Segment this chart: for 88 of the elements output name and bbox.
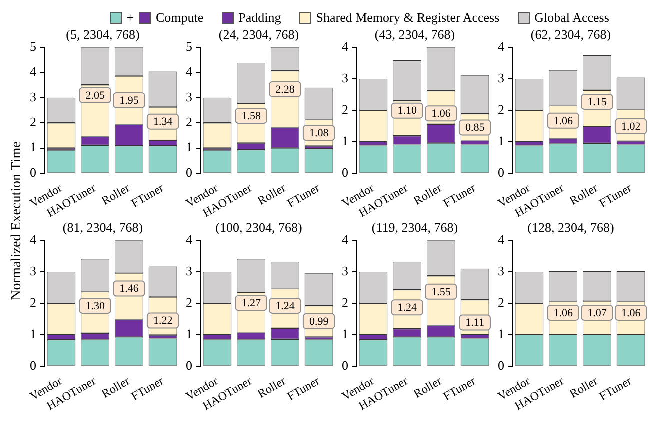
y-tick-label: 1 [342, 133, 348, 148]
chart-title: (24, 2304, 768) [218, 27, 300, 42]
y-tick-label: 2 [498, 102, 504, 117]
y-tick-label: 3 [342, 70, 348, 86]
y-tick-label: 1 [30, 140, 36, 155]
chart-title: (43, 2304, 768) [374, 27, 456, 42]
y-tick-label: 2 [186, 294, 192, 310]
y-tick-label: 3 [186, 263, 192, 278]
y-tick-label: 4 [498, 232, 505, 248]
annotation: 2.28 [276, 84, 296, 96]
y-tick-label: 2 [186, 114, 192, 130]
legend-title: + [126, 10, 134, 26]
annotation: 1.06 [621, 307, 642, 320]
y-tick-label: 3 [30, 89, 36, 104]
y-axis-title: Normalized Execution Time [9, 142, 25, 300]
annotation: 1.06 [432, 108, 452, 120]
legend-label: Padding [238, 10, 282, 26]
y-tick-label: 0 [498, 358, 504, 373]
y-tick-label: 0 [30, 164, 36, 180]
annotation: 1.10 [398, 105, 418, 118]
legend-label: Shared Memory & Register Access [316, 10, 500, 26]
chart-title: (128, 2304, 768) [528, 220, 614, 236]
annotation: 1.11 [466, 317, 484, 330]
chart-title: (5, 2304, 768) [66, 27, 140, 42]
y-tick-label: 2 [498, 294, 504, 310]
y-tick-label: 1 [186, 140, 192, 155]
y-tick-label: 3 [498, 70, 504, 86]
annotation: 1.08 [309, 128, 330, 140]
y-tick-label: 2 [342, 102, 348, 117]
y-tick-label: 4 [30, 64, 37, 80]
y-tick-label: 3 [498, 263, 504, 278]
annotation: 1.27 [242, 298, 262, 310]
annotation: 1.55 [432, 286, 452, 298]
x-tick-label: Roller [567, 374, 600, 401]
y-tick-label: 0 [342, 164, 348, 180]
legend-label: Global Access [534, 10, 610, 26]
y-tick-label: 1 [498, 326, 504, 342]
annotation: 2.05 [86, 90, 106, 102]
y-tick-label: 0 [186, 164, 192, 180]
annotation: 1.58 [242, 110, 262, 122]
y-tick-label: 4 [186, 232, 193, 248]
annotation: 1.07 [588, 307, 608, 320]
y-tick-label: 3 [342, 263, 348, 278]
chart-title: (62, 2304, 768) [530, 27, 612, 42]
y-tick-label: 0 [342, 358, 348, 373]
chart-title: (100, 2304, 768) [216, 220, 302, 236]
y-tick-label: 4 [30, 232, 37, 248]
annotation: 1.30 [86, 300, 106, 312]
y-tick-label: 4 [342, 39, 349, 54]
x-tick-label: Roller [567, 180, 600, 208]
chart-title: (119, 2304, 768) [372, 220, 458, 236]
y-tick-label: 4 [498, 39, 505, 54]
annotation: 1.24 [276, 300, 296, 312]
y-tick-label: 1 [498, 133, 504, 148]
x-tick-label: Roller [411, 374, 444, 401]
y-tick-label: 5 [30, 39, 36, 54]
annotation: 1.34 [153, 116, 174, 128]
annotation: 1.95 [120, 94, 140, 107]
y-tick-label: 5 [186, 39, 192, 54]
y-tick-label: 2 [342, 294, 348, 310]
text: Compute [156, 10, 204, 26]
y-tick-label: 4 [186, 64, 193, 80]
annotation: 0.85 [465, 122, 486, 134]
annotation: 1.15 [588, 96, 608, 108]
annotation: 1.06 [554, 115, 574, 128]
x-tick-label: Roller [99, 374, 132, 401]
annotation: 1.24 [398, 302, 418, 314]
y-tick-label: 2 [30, 114, 36, 130]
annotation: 1.22 [153, 315, 173, 328]
annotation: 1.02 [621, 120, 641, 133]
y-tick-label: 0 [498, 164, 504, 180]
annotation: 1.06 [554, 307, 574, 320]
y-tick-label: 1 [342, 326, 348, 342]
chart-title: (81, 2304, 768) [62, 220, 144, 236]
y-tick-label: 3 [30, 263, 36, 278]
y-tick-label: 3 [186, 89, 192, 104]
y-tick-label: 2 [30, 294, 36, 310]
x-tick-label: Roller [99, 180, 132, 208]
x-tick-label: Roller [255, 374, 288, 401]
y-tick-label: 0 [186, 358, 192, 373]
y-tick-label: 1 [30, 326, 36, 342]
y-tick-label: 0 [30, 358, 36, 373]
y-tick-label: 4 [342, 232, 349, 248]
annotation: 0.99 [309, 316, 330, 328]
y-tick-label: 1 [186, 326, 192, 342]
x-tick-label: Roller [255, 180, 288, 208]
x-tick-label: Roller [411, 180, 444, 208]
annotation: 1.46 [120, 283, 140, 296]
